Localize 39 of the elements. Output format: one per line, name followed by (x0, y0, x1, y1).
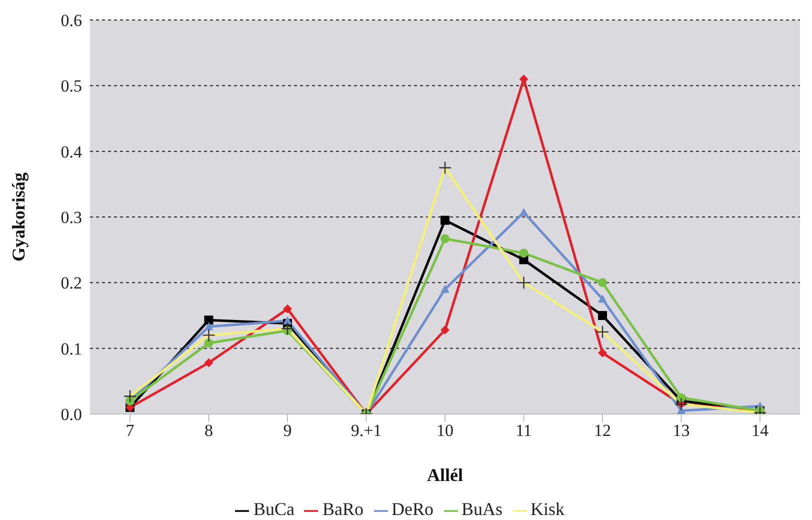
legend-label: DeRo (392, 499, 434, 519)
point (598, 294, 607, 303)
x-tick-label: 8 (204, 421, 213, 440)
x-tick-label: 7 (126, 421, 135, 440)
point (440, 234, 450, 244)
point (519, 248, 528, 258)
y-tick-label: 0.4 (60, 142, 82, 162)
legend-label: Kisk (530, 499, 565, 519)
point (283, 304, 292, 314)
point (283, 316, 292, 324)
legend-label: BaRo (322, 499, 364, 519)
y-tick-label: 0.6 (60, 11, 82, 30)
y-tick-label: 0.5 (60, 76, 82, 96)
x-tick-label: 14 (752, 421, 769, 440)
point (598, 311, 607, 320)
x-tick-label: 9 (283, 421, 292, 440)
point (204, 358, 214, 368)
point (204, 316, 214, 325)
point (440, 284, 450, 293)
point (598, 348, 607, 358)
x-tick-label: 11 (516, 421, 532, 440)
y-axis-title: Gyakoriság (8, 172, 28, 262)
point (440, 216, 450, 225)
x-axis-title: Allél (427, 465, 463, 485)
point (440, 325, 450, 334)
point (204, 322, 214, 330)
x-tick-label: 13 (672, 421, 690, 440)
legend-label: BuAs (462, 499, 503, 519)
legend-label: BuCa (253, 499, 294, 519)
point (519, 208, 528, 216)
point (598, 278, 607, 288)
x-tick-label: 12 (594, 421, 611, 440)
y-tick-label: 0.1 (60, 339, 82, 358)
x-tick-label: 9.+1 (350, 421, 382, 440)
x-tick-label: 10 (436, 421, 454, 440)
y-tick-label: 0.2 (60, 274, 82, 293)
y-tick-label: 0.3 (60, 208, 82, 228)
y-tick-label: 0.0 (60, 405, 82, 424)
point (204, 338, 214, 348)
